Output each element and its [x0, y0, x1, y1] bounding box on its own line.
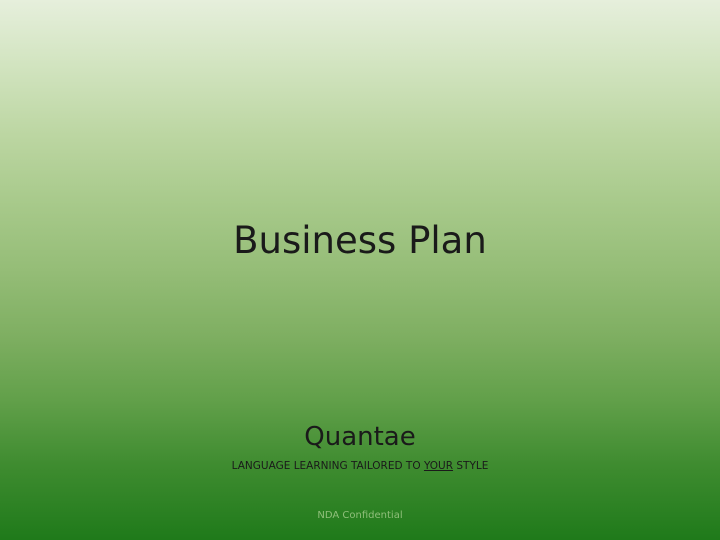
- confidential-footer: NDA Confidential: [317, 510, 403, 521]
- tagline: LANGUAGE LEARNING TAILORED TO YOUR STYLE: [0, 458, 720, 474]
- tagline-after: STYLE: [453, 460, 489, 472]
- company-name: Quantae: [304, 422, 416, 452]
- tagline-emphasis: YOUR: [423, 460, 454, 472]
- tagline-before: LANGUAGE LEARNING TAILORED TO: [231, 460, 424, 472]
- slide-title: Business Plan: [233, 219, 487, 262]
